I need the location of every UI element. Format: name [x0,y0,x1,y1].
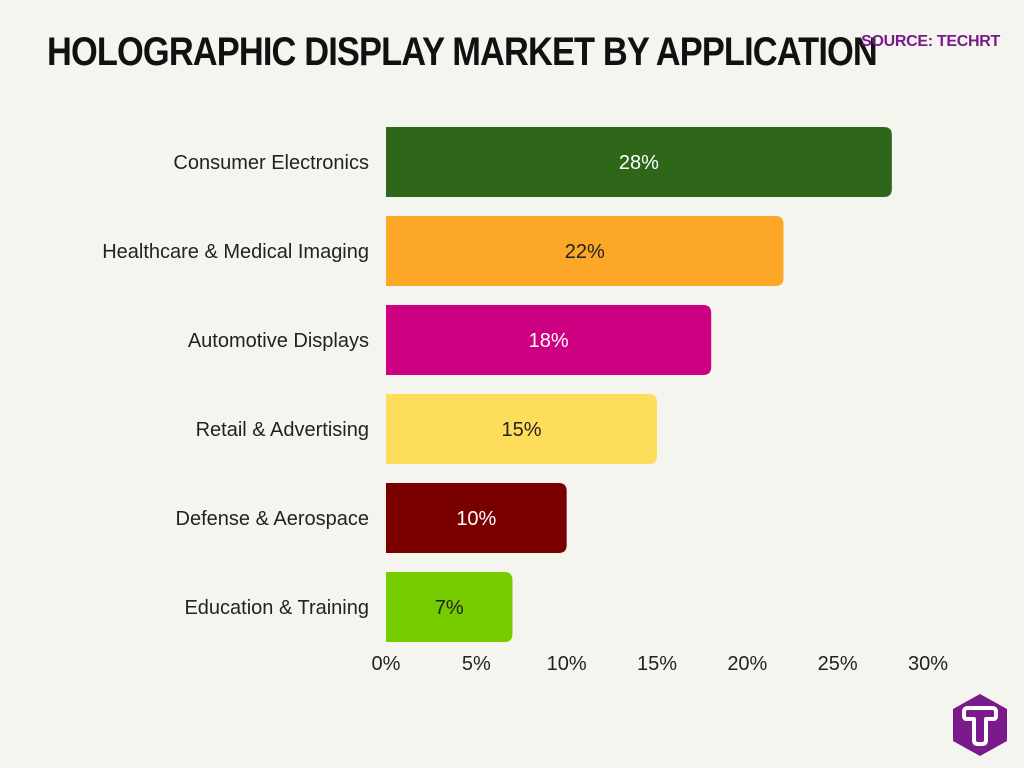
bar [386,216,784,286]
category-label: Retail & Advertising [196,419,369,441]
value-label: 10% [456,508,496,530]
bar [386,572,513,642]
x-tick-label: 0% [372,653,401,675]
x-tick-label: 15% [637,653,677,675]
bar [386,483,567,553]
bar [386,127,892,197]
value-label: 22% [565,241,605,263]
source-label: SOURCE: TECHRT [861,33,1000,50]
bar-group: Education & Training 7% [184,572,513,642]
bar-group: Consumer Electronics 28% [173,127,892,197]
category-label: Consumer Electronics [173,152,369,174]
value-label: 15% [501,419,541,441]
category-label: Automotive Displays [188,330,369,352]
techrt-logo-icon [953,694,1007,756]
bar-group: Automotive Displays 18% [188,305,712,375]
value-label: 7% [435,597,464,619]
category-label: Healthcare & Medical Imaging [102,241,369,263]
chart-title: HOLOGRAPHIC DISPLAY MARKET BY APPLICATIO… [47,30,878,74]
value-label: 18% [529,330,569,352]
x-tick-label: 10% [547,653,587,675]
bar-group: Retail & Advertising 15% [196,394,657,464]
x-tick-label: 5% [462,653,491,675]
bar [386,394,657,464]
bar [386,305,712,375]
x-tick-label: 20% [727,653,767,675]
value-label: 28% [619,152,659,174]
category-label: Defense & Aerospace [176,508,369,530]
bar-group: Healthcare & Medical Imaging 22% [102,216,784,286]
bar-group: Defense & Aerospace 10% [176,483,567,553]
x-tick-label: 30% [908,653,948,675]
category-label: Education & Training [184,597,369,619]
x-tick-label: 25% [818,653,858,675]
